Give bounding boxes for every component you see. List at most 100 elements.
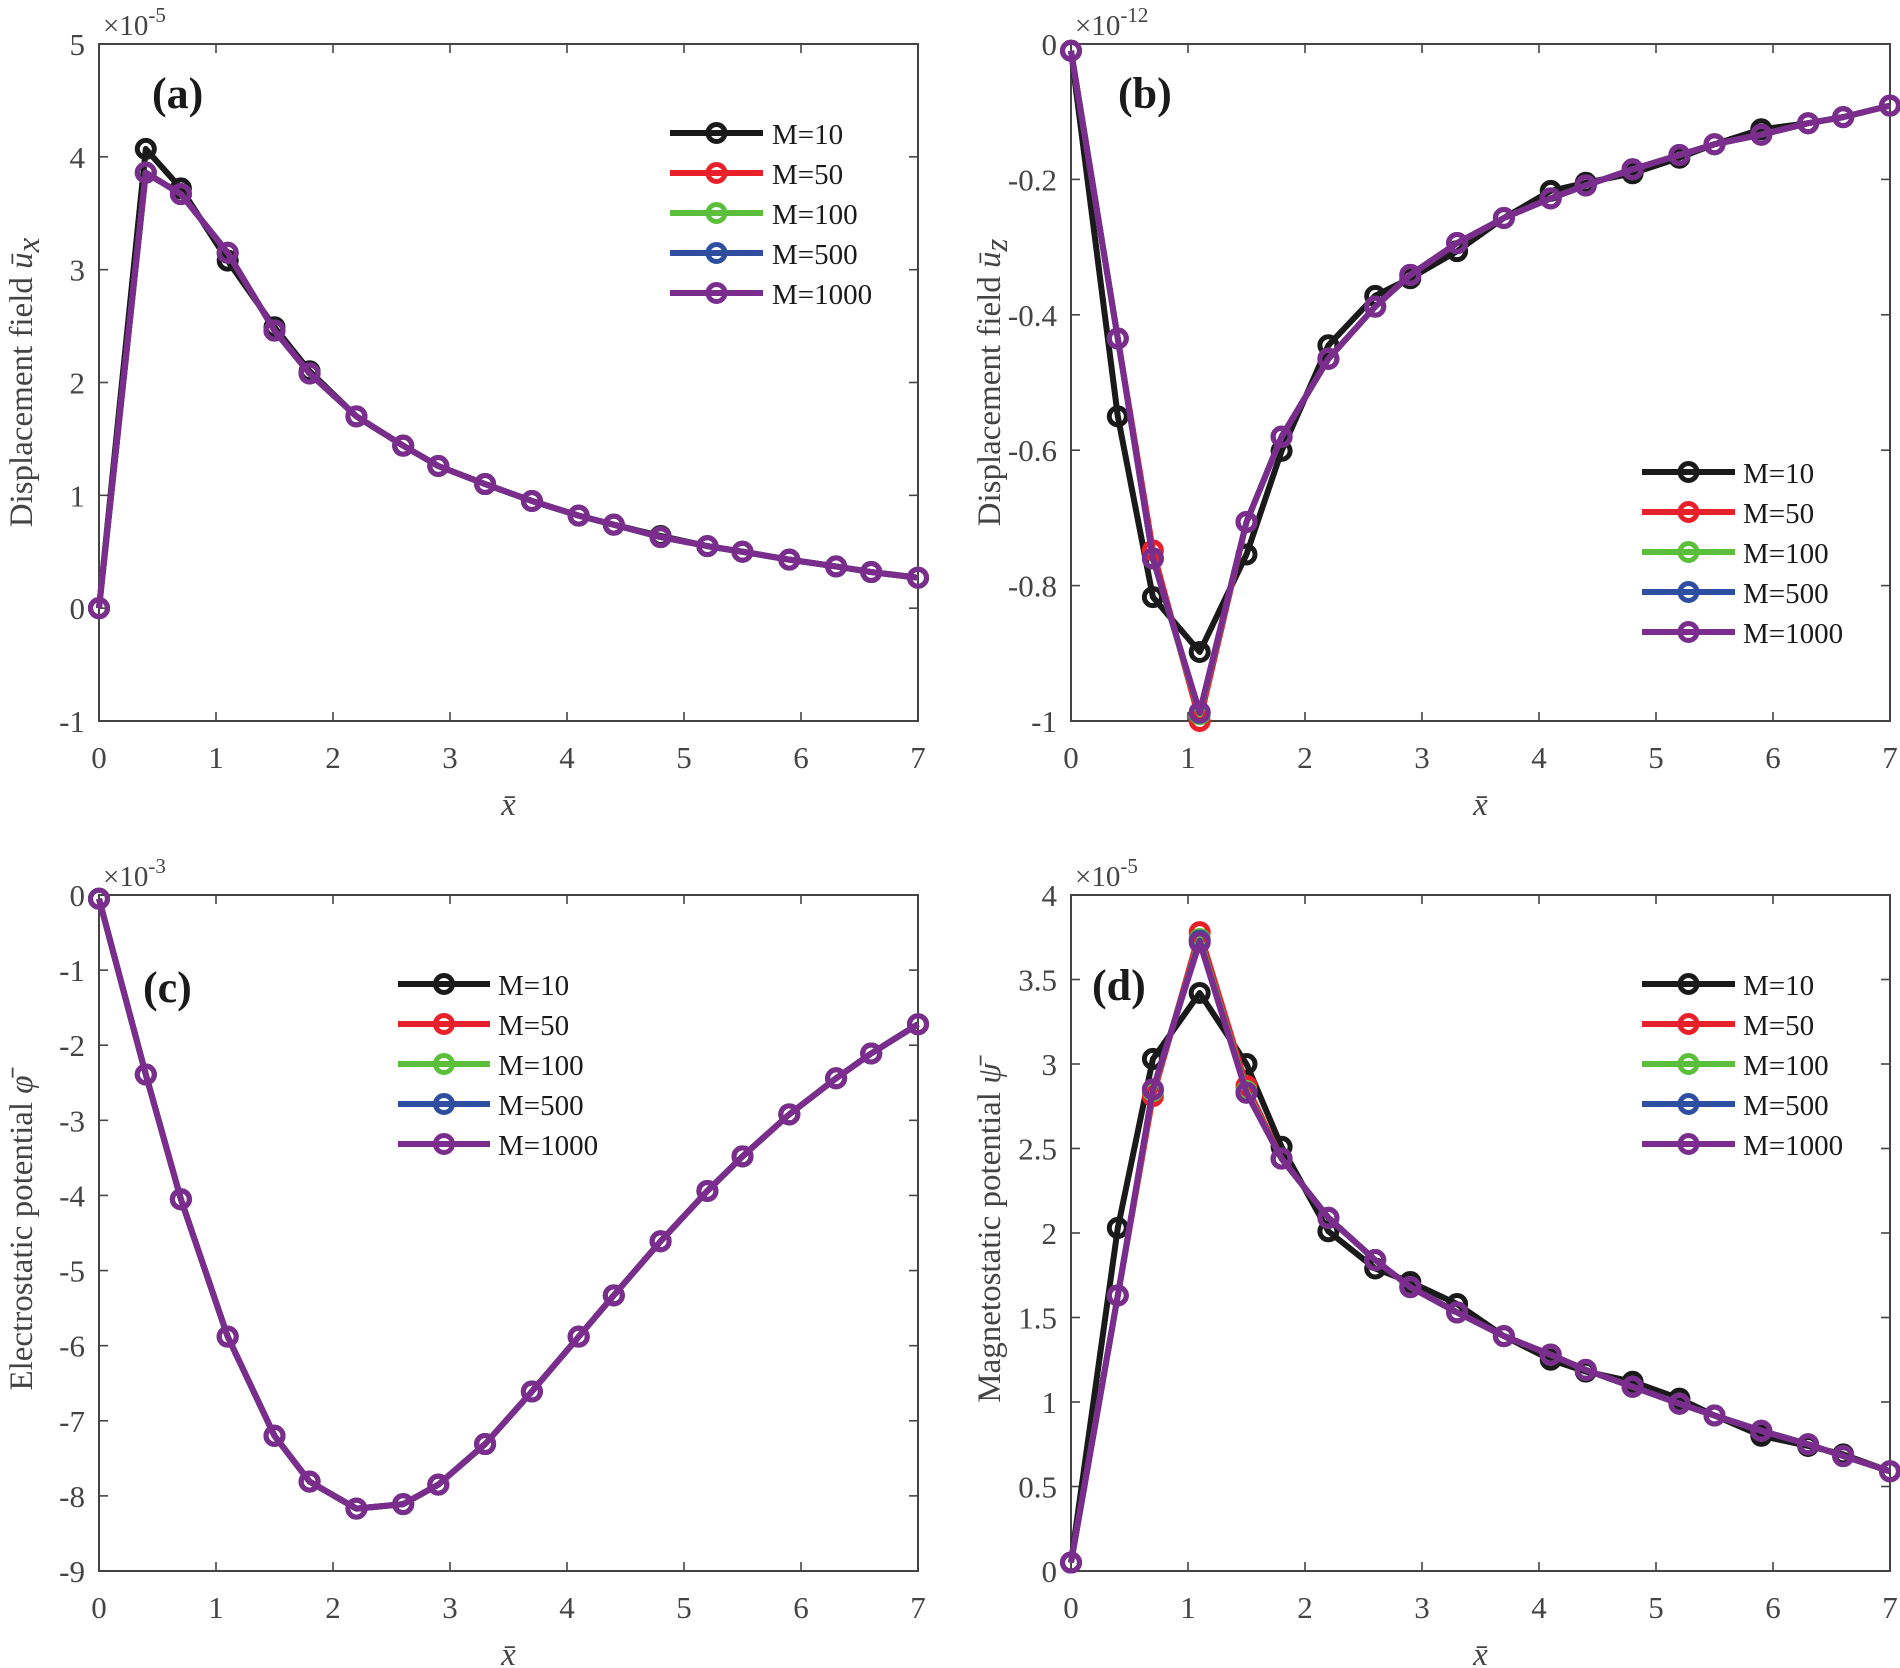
y-multiplier-base: ×10	[1075, 10, 1120, 42]
legend: M=10 M=50 M=100 M=500 M=1000	[1642, 970, 1843, 1162]
data-point	[1539, 187, 1562, 210]
y-axis-label-subscript: x	[11, 237, 47, 253]
legend-marker-icon	[1677, 1133, 1700, 1155]
legend-label: M=10	[1743, 458, 1814, 490]
data-point	[1668, 1392, 1691, 1415]
legend-label: M=500	[1743, 1090, 1829, 1122]
y-tick-label: -8	[59, 1479, 85, 1514]
legend-marker-icon	[433, 1053, 455, 1075]
y-tick-label: -0.8	[1008, 569, 1057, 604]
y-tick-label: 2.5	[1018, 1132, 1057, 1167]
y-multiplier-exponent: -5	[1120, 854, 1138, 878]
data-point	[1621, 158, 1644, 181]
legend-item: M=1000	[1642, 1130, 1843, 1162]
legend-label: M=50	[498, 1010, 569, 1042]
legend-label: M=10	[772, 119, 843, 151]
x-tick-label: 2	[1297, 1590, 1313, 1625]
y-tick-label: -5	[59, 1254, 85, 1289]
y-axis-label-text: Displacement field	[972, 268, 1008, 526]
data-point	[298, 362, 321, 385]
y-tick-label: 1	[1042, 1385, 1058, 1420]
series-line	[1068, 50, 1891, 716]
data-point	[520, 1380, 543, 1403]
legend-label: M=50	[772, 159, 843, 191]
y-tick-label: 3	[1042, 1047, 1058, 1082]
legend-item: M=100	[1642, 1050, 1829, 1082]
x-tick-label: 3	[1414, 740, 1430, 775]
y-multiplier-base: ×10	[103, 861, 148, 893]
data-point	[696, 535, 719, 558]
legend-marker-icon	[1677, 541, 1700, 563]
x-tick-label: 6	[793, 1590, 809, 1625]
legend-label: M=500	[498, 1090, 584, 1122]
x-tick-label: 0	[1063, 740, 1079, 775]
series-line	[1068, 50, 1891, 718]
legend-marker-icon	[433, 1133, 455, 1155]
data-point	[1270, 425, 1293, 448]
data-point	[134, 137, 157, 160]
data-point	[1797, 112, 1820, 135]
legend-marker-icon	[1677, 581, 1700, 603]
x-tick-label: 3	[442, 1590, 458, 1625]
legend-item: M=100	[670, 199, 858, 231]
legend-marker-icon	[1677, 973, 1700, 995]
data-point	[1668, 144, 1691, 167]
legend-marker-icon	[705, 202, 728, 224]
legend-item: M=1000	[1642, 618, 1843, 650]
data-point	[474, 1433, 497, 1456]
y-tick-label: 3.5	[1018, 963, 1057, 998]
x-tick-label: 2	[325, 1590, 341, 1625]
data-point	[1270, 1147, 1293, 1170]
x-tick-label: 7	[910, 740, 926, 775]
data-point	[567, 504, 590, 527]
data-point	[427, 454, 450, 477]
data-point	[602, 1284, 625, 1307]
legend-marker-icon	[433, 973, 455, 995]
x-tick-label: 1	[1180, 740, 1196, 775]
y-multiplier: ×10-5	[103, 3, 166, 42]
legend-item: M=10	[1642, 458, 1814, 490]
legend: M=10 M=50 M=100 M=500 M=1000	[398, 970, 598, 1162]
legend-marker-icon	[1677, 501, 1700, 523]
data-point	[825, 555, 848, 578]
data-point	[1188, 640, 1211, 663]
x-tick-label: 4	[559, 740, 575, 775]
x-tick-label: 2	[325, 740, 341, 775]
x-tick-label: 7	[1882, 740, 1898, 775]
data-point	[907, 566, 929, 589]
legend-label: M=1000	[1743, 1130, 1843, 1162]
data-point	[134, 161, 157, 184]
x-tick-label: 1	[208, 740, 224, 775]
x-axis-label: x̄	[1472, 787, 1488, 823]
y-axis-label-symbol: φ̄	[4, 1066, 40, 1093]
y-axis-label: Magnetostatic potential ψ̄	[972, 1054, 1008, 1402]
x-tick-label: 5	[676, 740, 692, 775]
y-multiplier-exponent: -5	[148, 3, 166, 27]
y-tick-label: -2	[59, 1028, 85, 1063]
data-point	[345, 405, 368, 428]
data-point	[1574, 174, 1597, 197]
legend-marker-icon	[1677, 1013, 1700, 1035]
data-point	[1446, 1301, 1469, 1324]
y-multiplier: ×10-5	[1075, 854, 1138, 893]
y-tick-label: -1	[1031, 704, 1057, 739]
data-point	[1235, 510, 1258, 533]
legend-marker-icon	[705, 242, 728, 264]
x-axis-label: x̄	[500, 1637, 516, 1668]
series-M=50	[88, 161, 929, 620]
legend-label: M=100	[772, 199, 858, 231]
data-point	[1539, 1343, 1562, 1366]
x-tick-label: 4	[1531, 740, 1547, 775]
data-point	[298, 1470, 321, 1493]
legend-label: M=10	[498, 970, 569, 1002]
y-tick-label: 0	[70, 878, 86, 913]
data-point	[1141, 547, 1164, 570]
panel-tag: (a)	[152, 69, 203, 118]
data-point	[1621, 1375, 1644, 1398]
series-M=1000	[88, 887, 929, 1520]
data-point	[134, 1063, 157, 1086]
data-point	[1060, 1551, 1082, 1574]
data-point	[1750, 123, 1773, 146]
series-M=1000	[1060, 931, 1900, 1574]
legend-label: M=100	[1743, 1050, 1829, 1082]
